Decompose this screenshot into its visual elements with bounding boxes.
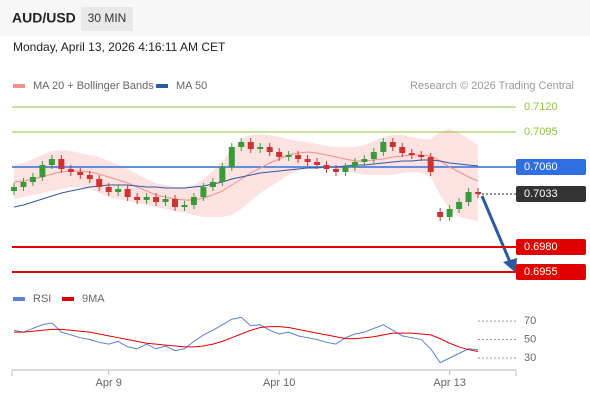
x-tick-label: Apr 13 [433,377,465,389]
candle-body [162,199,169,202]
candle-body [200,187,207,197]
candle-body [351,162,358,167]
candle-body [418,155,425,157]
bollinger-band [14,129,479,221]
candle-body [134,197,141,200]
legend-label: MA 50 [176,80,207,92]
candle-body [257,147,264,149]
candle-body [465,192,472,202]
candle-body [437,212,444,217]
candle-body [77,172,84,175]
candle-body [153,197,160,202]
rsi-tick-label: 50 [524,333,536,345]
level-box [516,159,586,175]
candle-body [446,209,453,217]
candle-body [143,197,150,200]
candle-body [380,142,387,152]
forecast-arrow [480,195,512,263]
candle-body [276,152,283,157]
candle-body [323,165,330,169]
candle-body [39,165,46,177]
symbol: AUD/USD [12,10,76,26]
datetime: Monday, April 13, 2026 4:16:11 AM CET [13,40,226,54]
candle-body [247,142,254,149]
legend-label: RSI [33,293,51,305]
level-label: 0.7120 [524,101,558,113]
candle-body [475,192,482,194]
legend-swatch [62,297,74,301]
candle-body [171,199,178,207]
candle-body [209,182,216,187]
candle-body [389,142,396,147]
candle-body [228,147,235,167]
rsi-line [13,316,479,364]
candle-body [314,162,321,165]
candle-body [266,147,273,152]
x-tick-label: Apr 10 [263,377,295,389]
level-label: 0.7033 [524,188,558,200]
candle-body [86,175,93,179]
level-label: 0.7060 [524,161,558,173]
level-box [516,264,586,280]
candle-body [11,187,17,191]
legend-swatch [156,84,168,88]
candle-body [115,189,122,192]
candle-body [48,159,55,165]
candle-body [124,189,131,197]
rsi-tick-label: 70 [524,315,536,327]
rsi-ma-line [14,326,479,353]
candle-body [96,179,103,187]
timeframe: 30 MIN [88,11,127,25]
level-box [516,186,586,202]
candle-body [304,159,311,162]
candle-body [342,167,349,172]
candle-body [361,159,368,162]
candle-body [399,147,406,153]
candle-body [285,155,292,157]
legend-swatch [13,297,25,301]
candle-body [181,205,188,207]
legend-label: MA 20 + Bollinger Bands [33,80,154,92]
candle-body [190,197,197,205]
candle-body [456,202,463,209]
candle-body [238,142,245,147]
candle-body [332,169,339,172]
level-label: 0.6980 [524,241,558,253]
legend-swatch [13,84,25,88]
candle-body [20,182,27,187]
x-tick-label: Apr 9 [96,377,122,389]
source: Research © 2026 Trading Central [410,80,574,92]
candle-body [295,155,302,159]
candle-body [370,152,377,159]
ma50-line [13,159,479,208]
rsi-tick-label: 30 [524,352,536,364]
candle-body [58,159,65,169]
candle-body [67,169,74,172]
candle-body [105,187,112,192]
candle-body [219,167,226,182]
forecast-arrow-head [503,258,517,273]
candle-body [427,157,434,172]
candle-body [29,177,36,182]
level-label: 0.6955 [524,266,558,278]
level-box [516,239,586,255]
level-label: 0.7095 [524,126,558,138]
legend-label: 9MA [82,293,105,305]
timeframe-box [81,7,133,31]
candle-body [408,153,415,155]
